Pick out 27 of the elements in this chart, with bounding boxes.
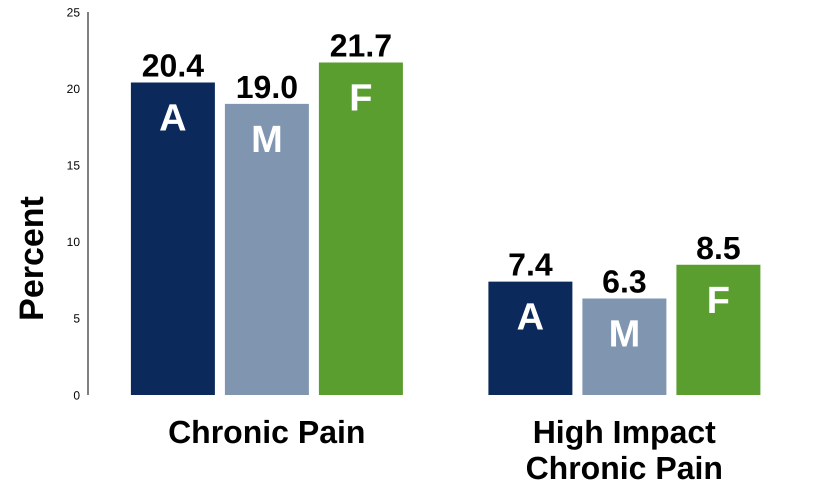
y-tick-label: 0 <box>73 388 80 402</box>
bar <box>676 264 760 395</box>
x-tick-label: Chronic Pain <box>168 414 366 450</box>
data-label: 20.4 <box>142 47 204 84</box>
bar <box>318 62 403 395</box>
series-label: M <box>251 118 283 161</box>
bar <box>582 298 666 395</box>
data-label: 19.0 <box>236 68 298 105</box>
bar <box>224 104 309 395</box>
data-label: 6.3 <box>602 263 647 300</box>
data-label: 21.7 <box>330 28 392 64</box>
bar <box>488 282 572 395</box>
y-tick-label: 15 <box>66 158 80 172</box>
text: A <box>516 296 544 339</box>
y-tick-label: 5 <box>73 312 80 326</box>
y-axis-title: Percent <box>13 196 52 321</box>
y-tick-label: 10 <box>66 235 80 250</box>
bar <box>130 82 215 395</box>
text: F <box>349 78 373 120</box>
series-label: A <box>159 97 187 140</box>
text: M <box>608 313 640 356</box>
series-label: F <box>706 280 730 322</box>
data-label: 8.5 <box>696 230 741 266</box>
y-tick-label: 25 <box>66 5 80 20</box>
data-label: 7.4 <box>508 246 553 283</box>
y-tick-label: 20 <box>66 82 80 96</box>
x-tick-label: High Impact Chronic Pain <box>526 414 723 486</box>
